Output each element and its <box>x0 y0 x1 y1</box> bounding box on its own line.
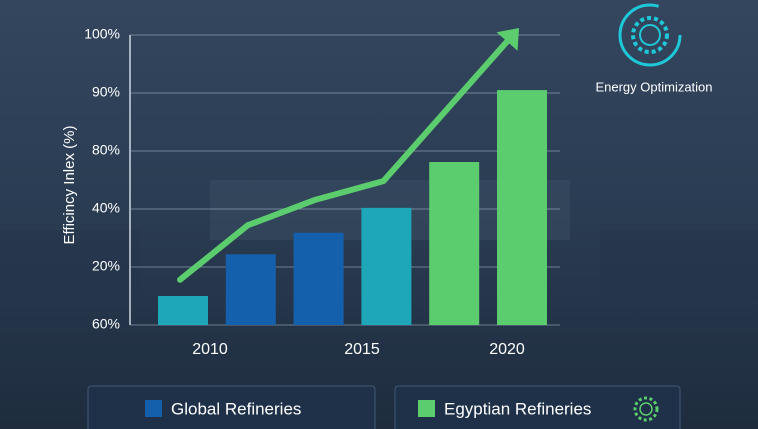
y-tick-label: 100% <box>84 26 120 42</box>
badge-label: Energy Optimization <box>595 79 712 94</box>
y-tick-label: 20% <box>92 258 120 274</box>
legend-box <box>394 385 681 429</box>
legend-gear-icon <box>633 396 659 422</box>
trend-line <box>177 38 511 283</box>
bar <box>293 232 344 325</box>
legend-label: Egyptian Refineries <box>444 399 591 418</box>
y-tick-label: 60% <box>92 316 120 332</box>
y-tick-label: 90% <box>92 84 120 100</box>
badge-ring <box>618 3 682 67</box>
badge: Energy Optimization <box>595 3 713 94</box>
legend-box <box>87 385 376 429</box>
bar <box>361 207 412 325</box>
legend-swatch <box>145 400 162 417</box>
x-tick-label: 2015 <box>344 341 380 358</box>
y-axis-label: Efficincy Inlex (%) <box>61 126 78 245</box>
bar <box>158 296 208 325</box>
x-tick-label: 2020 <box>489 341 525 358</box>
bar <box>497 90 547 325</box>
trend-arrow-head <box>496 28 519 51</box>
y-tick-label: 80% <box>92 142 120 158</box>
legend-label: Global Refineries <box>171 399 301 418</box>
legend-swatch <box>418 400 435 417</box>
background-blur <box>0 230 140 300</box>
bar <box>429 162 480 325</box>
bar <box>225 254 276 325</box>
badge-leaf <box>639 24 661 46</box>
y-tick-label: 40% <box>92 200 120 216</box>
background-blur <box>600 230 758 300</box>
x-tick-label: 2010 <box>192 341 228 358</box>
badge-gear <box>631 16 669 54</box>
